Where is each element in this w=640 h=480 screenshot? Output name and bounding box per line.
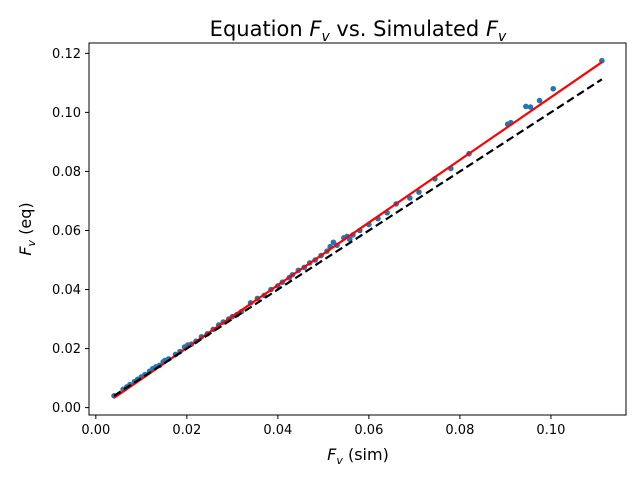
xlabel-var: F: [327, 445, 337, 464]
chart-title: Equation Fv vs. Simulated Fv: [210, 17, 507, 45]
scatter-point: [527, 104, 534, 110]
y-tick-label: 0.06: [52, 224, 81, 239]
x-tick-label: 0.06: [354, 423, 383, 438]
y-tick-label: 0.08: [52, 165, 81, 180]
title-var: F: [309, 17, 322, 41]
title-prefix: Equation: [210, 17, 310, 41]
x-tick-label: 0.10: [536, 423, 565, 438]
x-tick-label: 0.04: [263, 423, 292, 438]
xlabel-suffix: (sim): [343, 445, 389, 464]
x-tick-label: 0.02: [172, 423, 201, 438]
ylabel-sub: v: [25, 239, 38, 246]
x-tick-label: 0.08: [445, 423, 474, 438]
plot-marks: [111, 57, 605, 399]
identity-line: [113, 78, 603, 397]
y-tick-label: 0.00: [52, 401, 81, 416]
title-var2: F: [486, 17, 499, 41]
y-tick-label: 0.02: [52, 342, 81, 357]
y-axis: 0.00 0.02 0.04 0.06 0.08 0.10 0.12: [52, 47, 89, 416]
y-tick-label: 0.12: [52, 47, 81, 62]
plot-frame: [88, 42, 627, 416]
scatter-point: [416, 189, 422, 195]
xlabel-sub: v: [336, 454, 343, 467]
y-tick-label: 0.10: [52, 106, 81, 121]
scatter-point: [523, 103, 529, 110]
y-axis-title: Fv (eq): [16, 202, 38, 255]
ylabel-var: F: [16, 246, 35, 256]
title-middle: vs. Simulated: [330, 17, 486, 41]
y-tick-label: 0.04: [52, 283, 81, 298]
title-sub2: v: [498, 29, 507, 45]
x-axis-title: Fv (sim): [327, 445, 389, 467]
x-axis: 0.00 0.02 0.04 0.06 0.08 0.10: [81, 415, 565, 438]
scatter-point: [536, 97, 543, 104]
title-sub: v: [321, 29, 330, 45]
x-tick-label: 0.00: [81, 423, 110, 438]
scatter-point: [550, 85, 556, 92]
ylabel-suffix: (eq): [16, 202, 35, 240]
